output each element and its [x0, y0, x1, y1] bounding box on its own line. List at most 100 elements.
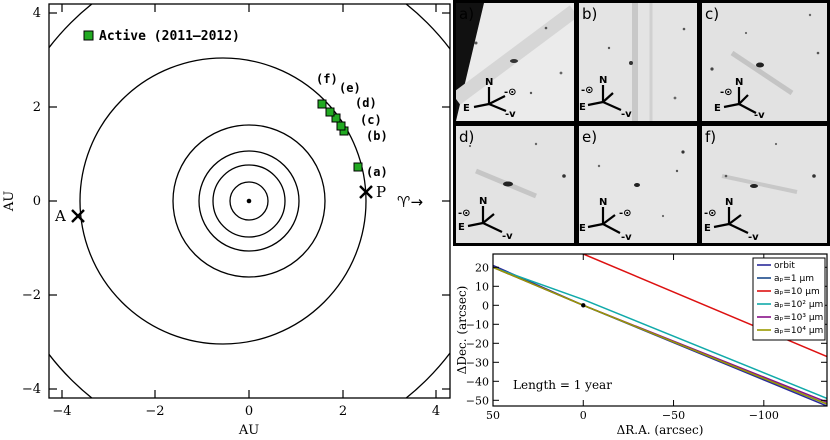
y-tick-label: −2 — [22, 288, 41, 303]
y-tick-label: 2 — [33, 100, 41, 115]
y-tick-label: −40 — [466, 375, 489, 388]
y-axis-label: ΔDec. (arcsec) — [455, 286, 469, 375]
north-label: N — [479, 196, 487, 207]
legend-label-a1000: aₚ=10³ μm — [774, 313, 823, 323]
series-line-a100 — [493, 266, 827, 400]
x-tick-label: 0 — [580, 409, 587, 422]
x-tick-label: −50 — [662, 409, 685, 422]
x-tick-label: −100 — [749, 409, 779, 422]
panel-label: f) — [705, 128, 717, 146]
y-tick-label: 0 — [482, 299, 489, 312]
obs-label-f: (f) — [316, 72, 338, 86]
x-tick-label: 50 — [486, 409, 500, 422]
sun-direction-label: -⊙ — [581, 85, 594, 96]
legend-active-marker — [83, 30, 94, 41]
legend-active-label: Active (2011–2012) — [99, 29, 240, 44]
perihelion-label: P — [376, 183, 386, 201]
orbit-ticks — [49, 4, 450, 398]
obs-label-c: (c) — [360, 113, 382, 127]
dust-trajectory-chart: 50 0 −50 −100 20 10 0 −10 −20 −30 −40 −50 ΔR.A. (ar… — [455, 253, 828, 437]
sun-direction-label: -⊙ — [720, 87, 733, 98]
y-tick-label: −20 — [466, 337, 489, 350]
panel-label: d) — [459, 128, 475, 146]
x-tick-label: −4 — [52, 404, 71, 419]
nucleus-marker — [581, 303, 586, 308]
orbit-plot: −4 −2 0 2 4 4 2 0 −2 −4 AU AU Active (20… — [2, 3, 451, 438]
aphelion-label: A — [54, 207, 66, 225]
image-panel-b: b) N E -⊙ -v — [579, 3, 697, 121]
x-tick-label: 4 — [432, 404, 440, 419]
velocity-label: -v — [621, 232, 632, 243]
image-grid: a) N E -⊙ -v b) N E -⊙ -v — [453, 0, 830, 246]
x-axis-label: AU — [238, 423, 259, 438]
aphelion-marker — [71, 209, 85, 223]
panel-label: e) — [582, 128, 598, 146]
north-label: N — [725, 197, 733, 208]
east-label: E — [714, 103, 721, 114]
mars-orbit — [172, 124, 326, 278]
east-label: E — [463, 103, 470, 114]
velocity-label: -v — [748, 232, 759, 243]
chart-frame — [492, 253, 828, 407]
east-label: E — [458, 222, 465, 233]
sun-direction-label: -⊙ — [458, 208, 471, 219]
north-label: N — [735, 77, 743, 88]
y-tick-label: 0 — [33, 194, 41, 209]
obs-marker-f — [317, 99, 327, 109]
y-tick-label: 4 — [33, 6, 41, 21]
y-tick-label: 10 — [475, 280, 489, 293]
east-label: E — [704, 223, 711, 234]
legend-label-a10: aₚ=10 μm — [774, 287, 820, 297]
obs-label-a: (a) — [366, 165, 388, 179]
obs-label-e: (e) — [339, 81, 361, 95]
velocity-label: -v — [505, 109, 516, 120]
legend-label-orbit: orbit — [774, 261, 795, 271]
north-label: N — [599, 197, 607, 208]
velocity-label: -v — [621, 109, 632, 120]
obs-label-b: (b) — [366, 129, 388, 143]
obs-marker-c — [336, 121, 346, 131]
y-tick-label: 20 — [475, 261, 489, 274]
x-tick-label: 2 — [339, 404, 347, 419]
sun-direction-label: -⊙ — [504, 87, 517, 98]
east-label: E — [579, 223, 586, 234]
venus-orbit — [212, 164, 286, 238]
sun-direction-label: -⊙ — [619, 208, 632, 219]
y-tick-label: −30 — [466, 356, 489, 369]
asteroid-orbit — [79, 57, 367, 345]
sun-marker — [246, 198, 252, 204]
obs-marker-a — [353, 162, 363, 172]
obs-marker-e — [325, 107, 335, 117]
perihelion-marker — [359, 185, 373, 199]
panel-label: b) — [582, 5, 598, 23]
image-panel-d: d) N E -⊙ -v — [456, 126, 574, 243]
obs-marker-d — [331, 113, 341, 123]
outer-planet-orbit — [49, 4, 450, 398]
vernal-equinox-direction: ♈→ — [397, 193, 423, 211]
orbit-curves — [49, 4, 450, 398]
earth-orbit — [198, 150, 300, 252]
image-panel-e: e) N E -⊙ -v — [579, 126, 697, 243]
y-tick-label: −50 — [466, 394, 489, 407]
x-tick-label: −2 — [145, 404, 164, 419]
north-label: N — [599, 75, 607, 86]
y-axis-label: AU — [2, 191, 17, 212]
legend-label-a100: aₚ=10² μm — [774, 300, 823, 310]
sun-direction-label: -⊙ — [704, 208, 717, 219]
north-label: N — [485, 77, 493, 88]
y-tick-label: −10 — [466, 318, 489, 331]
duration-annotation: Length = 1 year — [513, 378, 612, 392]
velocity-label: -v — [502, 231, 513, 242]
mercury-orbit — [229, 181, 269, 221]
panel-label: a) — [459, 5, 475, 23]
x-tick-label: 0 — [245, 404, 253, 419]
y-tick-label: −4 — [22, 382, 41, 397]
legend-label-a10000: aₚ=10⁴ μm — [774, 326, 823, 336]
velocity-label: -v — [754, 110, 765, 121]
image-panel-a: a) N E -⊙ -v — [456, 3, 574, 121]
legend-label-a1: aₚ=1 μm — [774, 274, 814, 284]
obs-label-d: (d) — [355, 96, 377, 110]
panel-label: c) — [705, 5, 720, 23]
chart-legend: orbit aₚ=1 μm aₚ=10 μm aₚ=10² μm aₚ=10³ μm aₚ… — [752, 257, 826, 341]
x-axis-label: ΔR.A. (arcsec) — [617, 423, 704, 437]
